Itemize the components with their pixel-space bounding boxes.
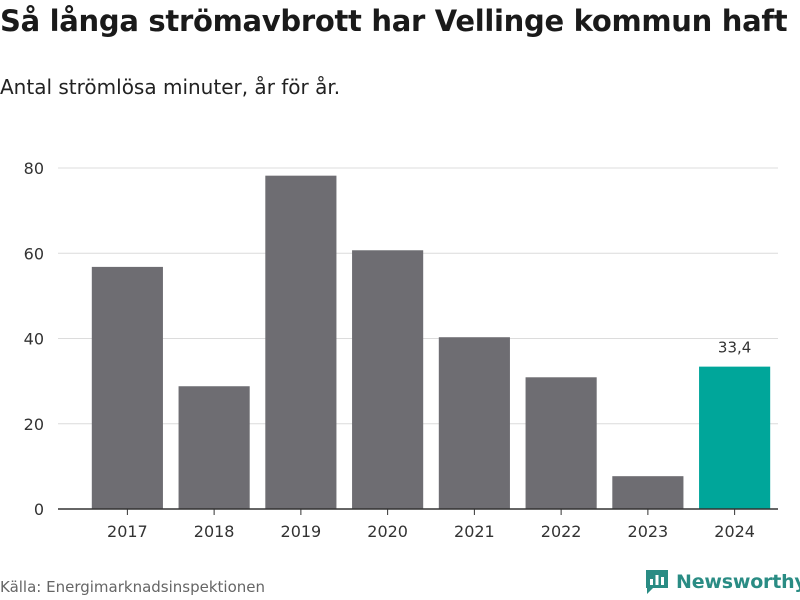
source-note: Källa: Energimarknadsinspektionen <box>0 578 266 596</box>
chart-subtitle: Antal strömlösa minuter, år för år. <box>0 75 341 99</box>
x-tick-label: 2024 <box>714 522 755 541</box>
y-tick-label: 0 <box>34 500 44 519</box>
brand-name: Newsworthy <box>676 571 800 593</box>
x-tick-label: 2021 <box>454 522 495 541</box>
y-tick-label: 60 <box>24 244 44 263</box>
x-tick-label: 2017 <box>107 522 148 541</box>
y-tick-label: 40 <box>24 330 44 349</box>
bar <box>352 250 424 510</box>
y-tick-label: 20 <box>24 415 44 434</box>
bar <box>438 337 510 509</box>
x-tick-label: 2023 <box>628 522 669 541</box>
y-tick-label: 80 <box>24 159 44 178</box>
bar <box>525 377 597 509</box>
bar <box>265 175 337 510</box>
x-tick-label: 2022 <box>541 522 582 541</box>
newsworthy-logo-icon <box>646 570 668 594</box>
x-tick-label: 2018 <box>194 522 235 541</box>
newsworthy-logo: Newsworthy <box>644 568 800 596</box>
bar <box>178 386 250 509</box>
chart-title: Så långa strömavbrott har Vellinge kommu… <box>0 4 788 38</box>
x-tick-label: 2019 <box>281 522 322 541</box>
x-tick-label: 2020 <box>367 522 408 541</box>
bar <box>699 366 771 509</box>
data-label: 33,4 <box>718 339 751 357</box>
bar <box>612 476 684 509</box>
bar <box>91 266 163 509</box>
